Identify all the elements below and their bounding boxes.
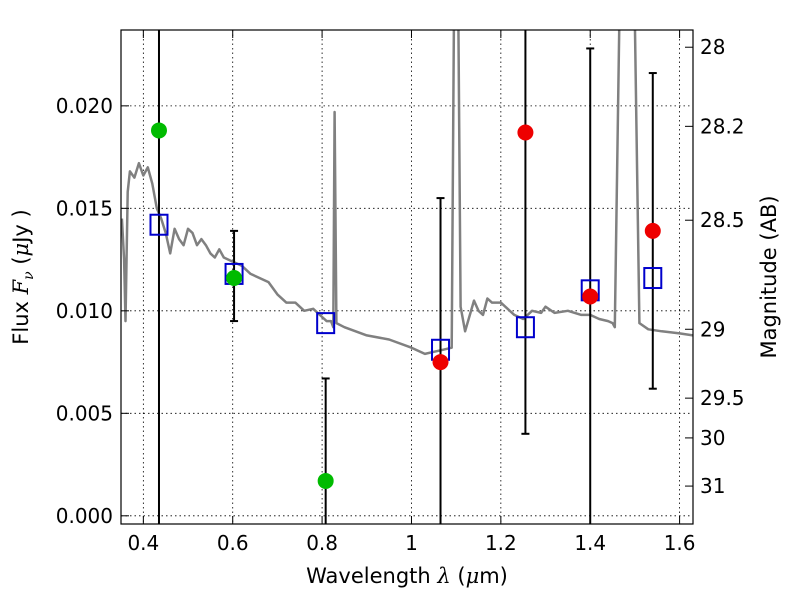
y-axis-label-mu: μ <box>9 243 33 257</box>
red-data-point <box>517 124 534 141</box>
y-tick-label: 0.010 <box>56 299 113 323</box>
x-axis-label-mu: μ <box>466 564 480 588</box>
model-flux-square <box>515 316 535 339</box>
x-tick-label: 0.4 <box>127 531 159 555</box>
y-tick-label: 0.015 <box>56 196 113 220</box>
red-data-point <box>432 354 449 371</box>
right-tick-label: 28.2 <box>700 114 745 138</box>
right-tick-label: 31 <box>700 474 725 498</box>
x-tick-label: 1.6 <box>664 531 696 555</box>
model-flux-square <box>316 312 336 335</box>
x-tick-label: 1.2 <box>485 531 517 555</box>
green-data-point <box>226 270 243 287</box>
x-tick-label: 1.4 <box>574 531 606 555</box>
x-tick-label: 0.8 <box>306 531 338 555</box>
y-axis-label: Flux Fν (μJy ) <box>9 209 37 344</box>
x-tick-label: 1 <box>405 531 418 555</box>
x-axis-label: Wavelength λ (μm) <box>306 564 508 588</box>
green-data-point <box>317 472 334 489</box>
axis-ticks: 0.4 0.6 0.8 1 1.2 1.4 1.6 0.000 0.005 0.010 0.015 0… <box>56 30 745 555</box>
right-tick-label: 28 <box>700 35 725 59</box>
y-axis-label-close: ) <box>9 209 33 224</box>
red-data-point <box>644 222 661 239</box>
x-axis-label-prefix: Wavelength <box>306 564 437 588</box>
plot-content <box>121 30 693 524</box>
model-flux-square <box>643 267 663 290</box>
y-axis-label-unit: Jy <box>9 224 33 245</box>
y-axis-label-prefix: Flux <box>9 294 33 344</box>
model-flux-square <box>149 213 169 236</box>
y-tick-label: 0.000 <box>56 504 113 528</box>
x-axis-label-unit: m) <box>479 564 508 588</box>
x-axis-label-symbol: λ <box>436 564 450 588</box>
green-data-point <box>150 122 167 139</box>
plot-frame <box>120 29 694 525</box>
right-axis-label: Magnitude (AB) <box>757 195 781 358</box>
y-axis-label-symbol: F <box>9 278 33 295</box>
right-tick-label: 29 <box>700 317 725 341</box>
plot-background <box>121 30 693 524</box>
y-tick-label: 0.005 <box>56 401 113 425</box>
right-tick-label: 28.5 <box>700 208 745 232</box>
y-tick-label: 0.020 <box>56 94 113 118</box>
x-axis-label-open: ( <box>451 564 466 588</box>
red-data-point <box>582 288 599 305</box>
right-tick-label: 30 <box>700 426 725 450</box>
y-axis-label-subscript: ν <box>21 271 37 280</box>
x-tick-label: 0.6 <box>217 531 249 555</box>
right-tick-label: 29.5 <box>700 386 745 410</box>
y-axis-label-open: ( <box>9 256 33 271</box>
